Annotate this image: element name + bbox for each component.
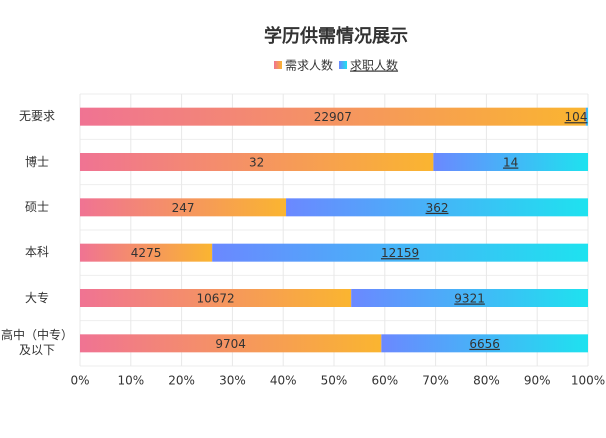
bar bbox=[80, 334, 382, 353]
y-tick-label: 硕士 bbox=[24, 199, 49, 214]
data-label: 22907 bbox=[314, 110, 352, 124]
data-label: 9321 bbox=[454, 292, 485, 306]
bar bbox=[433, 153, 588, 171]
x-tick-label: 100% bbox=[571, 374, 605, 388]
x-tick-label: 0% bbox=[70, 374, 89, 388]
data-label: 9704 bbox=[215, 337, 246, 351]
bar bbox=[381, 334, 588, 353]
chart-title: 学历供需情况展示 bbox=[264, 25, 408, 47]
x-tick-label: 30% bbox=[219, 374, 246, 388]
data-label: 104 bbox=[565, 110, 588, 124]
data-label: 4275 bbox=[131, 246, 162, 260]
y-tick-label: 无要求 bbox=[18, 109, 55, 124]
y-tick-label: 本科 bbox=[24, 245, 49, 260]
x-tick-label: 40% bbox=[270, 374, 297, 388]
x-tick-label: 60% bbox=[371, 374, 398, 388]
x-tick-label: 20% bbox=[168, 374, 195, 388]
data-label: 12159 bbox=[381, 246, 419, 260]
legend-label[interactable]: 求职人数 bbox=[350, 58, 398, 73]
data-label: 32 bbox=[249, 156, 264, 170]
x-tick-label: 80% bbox=[473, 374, 500, 388]
legend-swatch[interactable] bbox=[274, 61, 282, 69]
data-label: 10672 bbox=[196, 292, 234, 306]
legend-swatch[interactable] bbox=[339, 61, 348, 69]
bar bbox=[80, 243, 213, 262]
x-tick-label: 70% bbox=[422, 374, 449, 388]
data-label: 362 bbox=[426, 201, 449, 215]
x-tick-label: 90% bbox=[524, 374, 551, 388]
x-tick-label: 50% bbox=[321, 374, 348, 388]
data-label: 247 bbox=[172, 201, 195, 215]
y-tick-label: 高中（中专）及以下 bbox=[0, 328, 73, 358]
bar bbox=[80, 289, 352, 307]
legend-label[interactable]: 需求人数 bbox=[285, 58, 333, 73]
data-label: 14 bbox=[503, 156, 518, 170]
bar bbox=[80, 107, 586, 126]
bar bbox=[585, 107, 588, 126]
y-tick-label: 大专 bbox=[24, 290, 49, 305]
x-tick-label: 10% bbox=[117, 374, 144, 388]
bar bbox=[80, 198, 287, 217]
bar bbox=[80, 153, 434, 171]
bar bbox=[286, 198, 588, 217]
bar bbox=[212, 243, 588, 262]
data-label: 6656 bbox=[469, 337, 500, 351]
bar bbox=[351, 289, 588, 307]
y-tick-label: 博士 bbox=[24, 154, 49, 169]
